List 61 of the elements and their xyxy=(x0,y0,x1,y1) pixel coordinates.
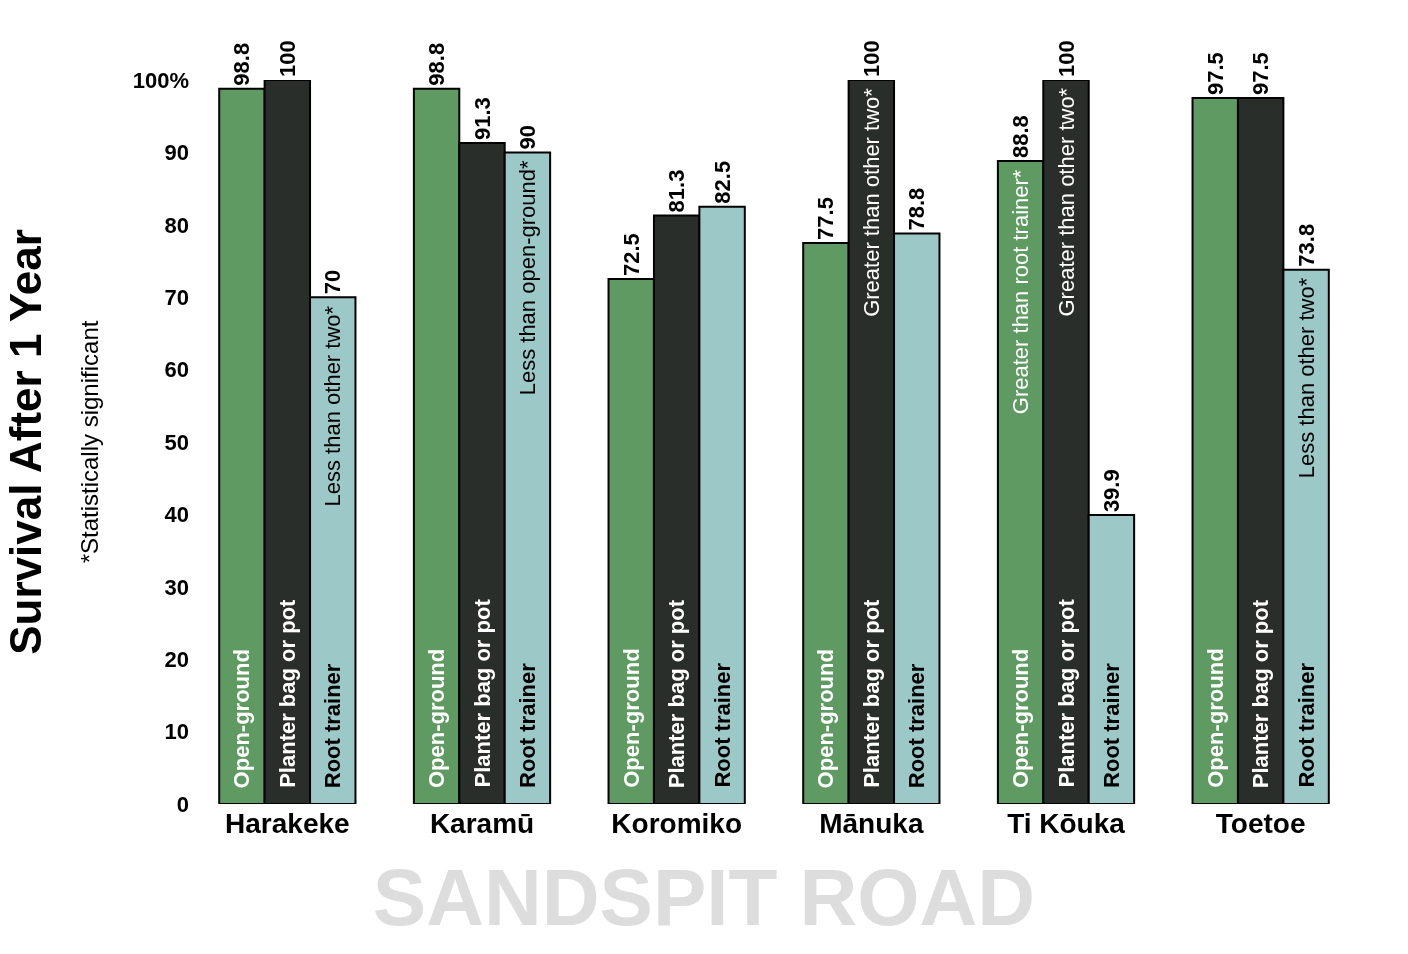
x-tick-label: Toetoe xyxy=(1215,808,1306,839)
text: Open-ground xyxy=(1008,648,1034,789)
y-tick-label: 20 xyxy=(164,646,189,672)
text: Planter bag or pot xyxy=(1053,599,1079,788)
data-label: 100 xyxy=(1053,40,1079,77)
y-axis-title: Survival After 1 Year xyxy=(0,229,50,655)
series-label: Planter bag or pot xyxy=(664,599,690,789)
annotation: Less than other two* xyxy=(320,305,346,507)
x-tick-label: Ti Kōuka xyxy=(1007,808,1126,839)
data-label: 73.8 xyxy=(1293,223,1319,267)
series-label: Open-ground xyxy=(813,649,839,789)
data-label: 70 xyxy=(320,269,346,295)
data-label: 78.8 xyxy=(904,187,930,231)
data-label: 77.5 xyxy=(813,197,839,240)
y-tick-label: 80 xyxy=(164,212,189,238)
annotation: Greater than root trainer* xyxy=(1007,169,1033,415)
text: Root trainer xyxy=(514,663,540,788)
data-label: 97.5 xyxy=(1248,52,1274,96)
annotation: Greater than other two* xyxy=(1053,87,1079,317)
data-label: 81.3 xyxy=(664,169,690,213)
data-label: 72.5 xyxy=(618,233,644,277)
text: Root trainer xyxy=(1098,663,1124,788)
text: *Statistically significant xyxy=(75,320,103,564)
data-label: 98.8 xyxy=(424,42,450,86)
data-label: 90 xyxy=(514,124,540,150)
text: Planter bag or pot xyxy=(858,599,884,788)
series-label: Root trainer xyxy=(1293,662,1319,788)
text: Root trainer xyxy=(709,662,735,788)
data-label: 98.8 xyxy=(229,42,255,86)
annotation: Less than open-ground* xyxy=(514,160,540,396)
x-tick-label: Karamū xyxy=(429,808,535,839)
data-label: 100 xyxy=(858,40,884,77)
y-tick-label: 10 xyxy=(164,719,189,745)
y-tick-label: 60 xyxy=(164,357,189,383)
x-tick-label: Harakeke xyxy=(225,808,350,839)
data-label: 88.8 xyxy=(1008,115,1034,159)
text: Root trainer xyxy=(904,663,930,789)
y-tick-label: 0 xyxy=(176,791,189,817)
y-tick-label: 90 xyxy=(164,140,189,166)
y-tick-label: 100% xyxy=(132,67,189,93)
y-tick-label: 50 xyxy=(164,429,189,455)
text: Open-ground xyxy=(618,648,644,788)
x-tick-label: Koromiko xyxy=(611,808,743,839)
data-label: 100 xyxy=(274,40,300,77)
text: Open-ground xyxy=(1202,648,1228,788)
data-label: 39.9 xyxy=(1098,469,1124,513)
y-tick-label: 70 xyxy=(164,284,189,310)
x-tick-label: Mānuka xyxy=(819,808,924,839)
y-tick-label: 30 xyxy=(164,574,189,600)
text: Open-ground xyxy=(424,648,450,789)
text: Planter bag or pot xyxy=(1248,599,1274,789)
text: Open-ground xyxy=(229,649,255,789)
y-tick-label: 40 xyxy=(164,502,189,528)
data-label: 82.5 xyxy=(709,160,735,204)
data-label: 97.5 xyxy=(1202,52,1228,96)
annotation: Greater than other two* xyxy=(858,87,884,317)
data-label: 91.3 xyxy=(469,97,495,140)
text: Planter bag or pot xyxy=(274,599,300,788)
text: Root trainer xyxy=(320,663,346,789)
text: Planter bag or pot xyxy=(469,599,495,788)
annotation: Less than other two* xyxy=(1293,277,1319,479)
